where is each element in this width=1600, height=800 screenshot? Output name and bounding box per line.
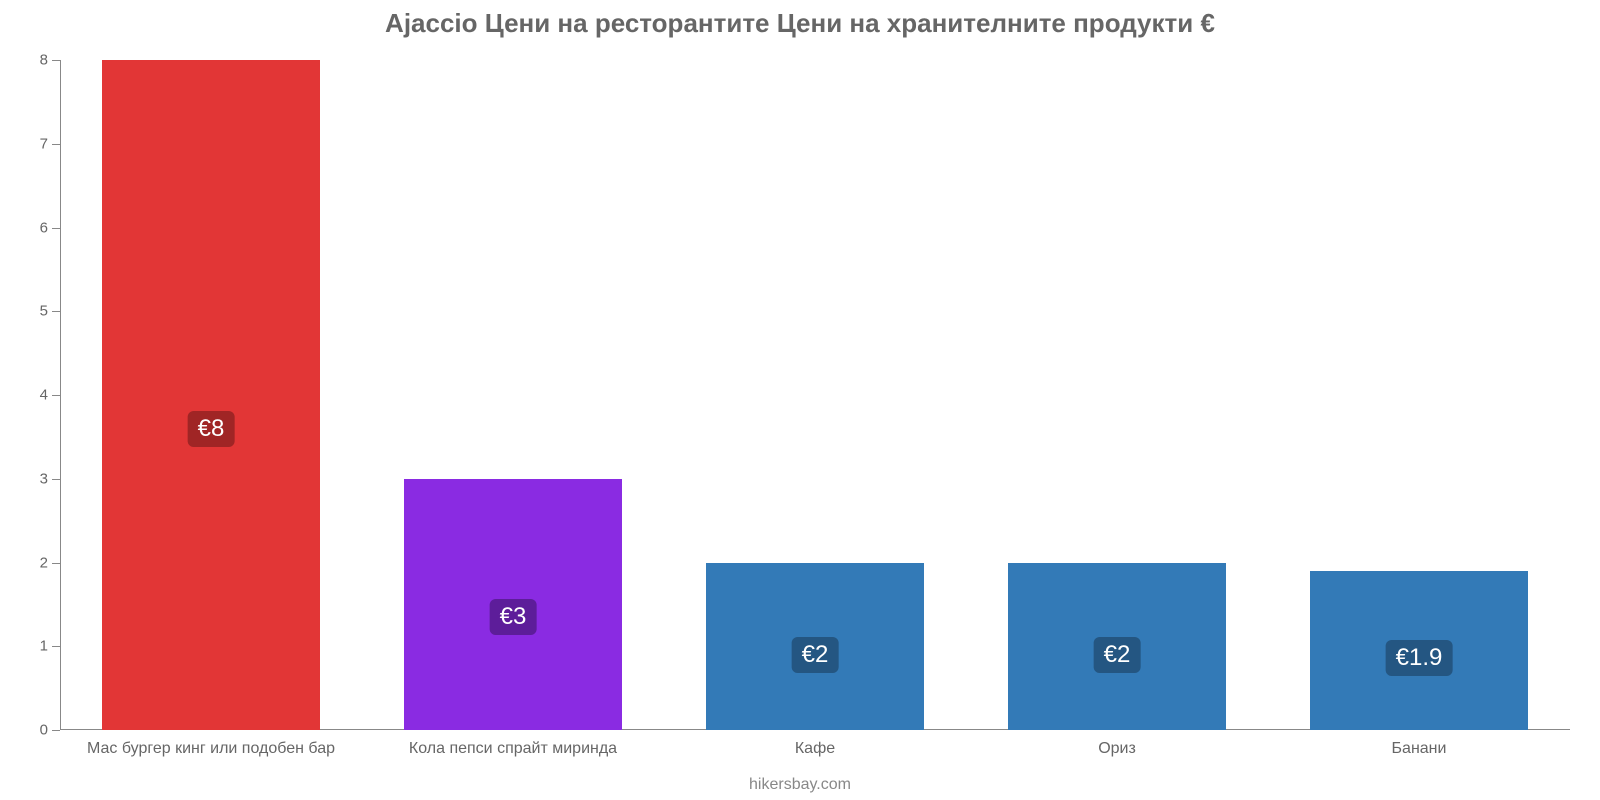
y-tick-label: 8	[20, 52, 48, 69]
value-badge: €8	[188, 411, 235, 447]
y-tick-label: 2	[20, 554, 48, 571]
bar: €2	[1008, 563, 1225, 731]
y-tick	[52, 395, 60, 396]
bar: €8	[102, 60, 319, 730]
value-badge: €2	[792, 637, 839, 673]
value-badge: €2	[1094, 637, 1141, 673]
bar-slot: €2Кафе	[664, 60, 966, 730]
x-tick-label: Банани	[1268, 740, 1570, 758]
bar-slot: €1.9Банани	[1268, 60, 1570, 730]
bar-slot: €8Мас бургер кинг или подобен бар	[60, 60, 362, 730]
value-badge: €3	[490, 599, 537, 635]
y-tick	[52, 563, 60, 564]
x-tick-label: Кола пепси спрайт миринда	[362, 740, 664, 758]
y-tick-label: 4	[20, 387, 48, 404]
y-tick	[52, 646, 60, 647]
value-badge: €1.9	[1386, 640, 1453, 676]
y-tick	[52, 311, 60, 312]
plot-area: 012345678 €8Мас бургер кинг или подобен …	[60, 60, 1570, 730]
chart-footer: hikersbay.com	[0, 776, 1600, 794]
y-tick	[52, 144, 60, 145]
x-tick-label: Кафе	[664, 740, 966, 758]
y-tick	[52, 60, 60, 61]
price-bar-chart: Ajaccio Цени на ресторантите Цени на хра…	[0, 0, 1600, 800]
bar-slot: €2Ориз	[966, 60, 1268, 730]
chart-title: Ajaccio Цени на ресторантите Цени на хра…	[0, 0, 1600, 39]
y-tick-label: 0	[20, 722, 48, 739]
x-tick-label: Ориз	[966, 740, 1268, 758]
y-tick-label: 7	[20, 135, 48, 152]
y-tick	[52, 730, 60, 731]
bar: €3	[404, 479, 621, 730]
y-tick-label: 3	[20, 470, 48, 487]
y-tick	[52, 228, 60, 229]
bar: €2	[706, 563, 923, 731]
y-tick-label: 5	[20, 303, 48, 320]
y-tick	[52, 479, 60, 480]
x-tick-label: Мас бургер кинг или подобен бар	[60, 740, 362, 758]
y-tick-label: 1	[20, 638, 48, 655]
bar: €1.9	[1310, 571, 1527, 730]
y-tick-label: 6	[20, 219, 48, 236]
bar-slot: €3Кола пепси спрайт миринда	[362, 60, 664, 730]
